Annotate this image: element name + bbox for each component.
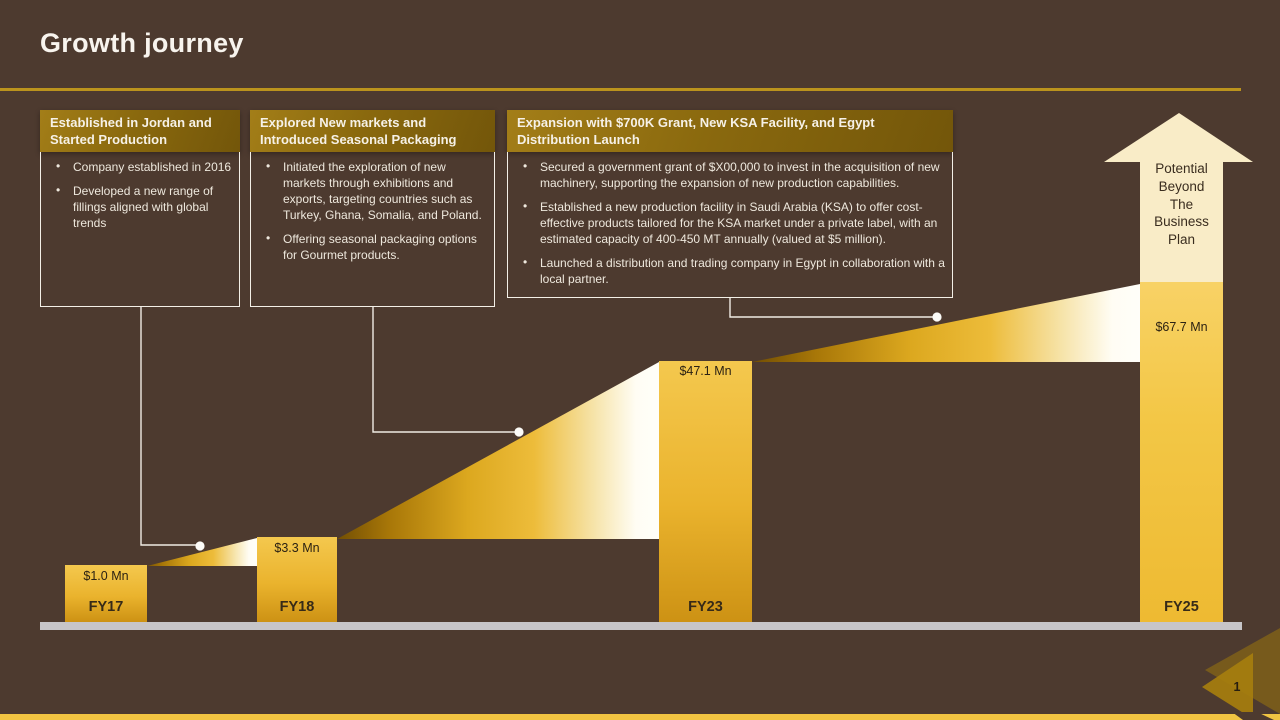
bullet-list: Initiated the exploration of new markets… (257, 159, 488, 264)
title-underline (0, 88, 1241, 91)
bar-value-label: $3.3 Mn (274, 541, 320, 555)
bar-category-label: FY17 (88, 599, 124, 615)
slope-ramp-fy18-fy23 (337, 362, 659, 539)
growth-bar-fy25 (1140, 281, 1223, 622)
arrow-annotation: Potential Beyond The Business Plan (1154, 161, 1209, 248)
callout-body: Initiated the exploration of new markets… (250, 152, 495, 307)
page-title: Growth journey (40, 28, 244, 58)
bar-value-label: $47.1 Mn (679, 364, 732, 378)
corner-decoration-triangle-small (1202, 653, 1253, 719)
bullet-item: Offering seasonal packaging options for … (257, 231, 488, 264)
bullet-list: Secured a government grant of $X00,000 t… (514, 159, 946, 288)
bullet-item: Initiated the exploration of new markets… (257, 159, 488, 224)
corner-decoration-notch (1232, 712, 1274, 720)
callout-box-expansion: Expansion with $700K Grant, New KSA Faci… (507, 110, 953, 298)
growth-bar-fy17 (65, 565, 147, 622)
callout-header: Explored New markets and Introduced Seas… (250, 110, 495, 152)
growth-bar-fy18 (257, 537, 337, 622)
bullet-item: Established a new production facility in… (514, 199, 946, 248)
bar-value-label: $1.0 Mn (83, 569, 129, 583)
connector-dot-1 (195, 541, 205, 551)
connector-dot-2 (514, 427, 524, 437)
slope-ramp-fy23-fy25 (752, 284, 1140, 362)
callout-box-new-markets: Explored New markets and Introduced Seas… (250, 110, 495, 307)
connector-line-1 (140, 306, 196, 546)
bullet-item: Secured a government grant of $X00,000 t… (514, 159, 946, 192)
callout-header: Expansion with $700K Grant, New KSA Faci… (507, 110, 953, 152)
bullet-item: Launched a distribution and trading comp… (514, 255, 946, 288)
callout-body: Secured a government grant of $X00,000 t… (507, 152, 953, 298)
callout-body: Company established in 2016 Developed a … (40, 152, 240, 307)
bullet-list: Company established in 2016 Developed a … (47, 159, 233, 232)
callout-header: Established in Jordan and Started Produc… (40, 110, 240, 152)
connector-dot-3 (932, 312, 942, 322)
slope-ramp-fy17-fy18 (147, 538, 257, 566)
timeline-baseline (40, 622, 1242, 630)
page-number: 1 (1233, 680, 1241, 694)
connector-line-3 (729, 298, 933, 318)
bar-category-label: FY18 (279, 599, 315, 615)
growth-arrow-head (1104, 113, 1253, 162)
bullet-item: Developed a new range of fillings aligne… (47, 183, 233, 232)
connector-line-2 (372, 307, 515, 433)
footer-strip (0, 714, 1280, 720)
bar-category-label: FY23 (688, 599, 723, 615)
callout-box-established-jordan: Established in Jordan and Started Produc… (40, 110, 240, 307)
bullet-item: Company established in 2016 (47, 159, 233, 176)
growth-arrow-body (1140, 161, 1223, 282)
bar-value-label: $67.7 Mn (1155, 320, 1208, 334)
bar-category-label: FY25 (1164, 599, 1199, 615)
growth-bar-fy23 (659, 361, 752, 622)
